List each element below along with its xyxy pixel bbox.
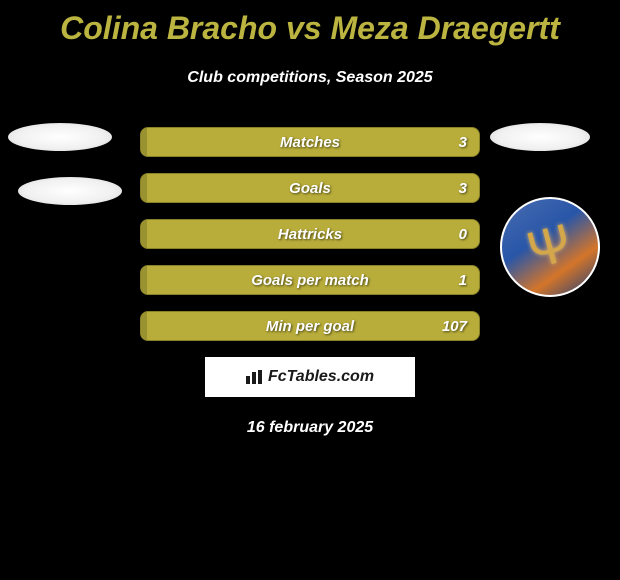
stat-value: 0 [459, 226, 467, 243]
stat-value: 107 [442, 318, 467, 335]
player1-club-placeholder [18, 177, 122, 205]
stat-label: Matches [280, 134, 340, 151]
stat-left-segment [141, 128, 147, 156]
stat-value: 3 [459, 134, 467, 151]
subtitle: Club competitions, Season 2025 [0, 69, 620, 87]
player1-avatar-placeholder [8, 123, 112, 151]
player2-avatar-placeholder [490, 123, 590, 151]
stat-label: Hattricks [278, 226, 342, 243]
stat-left-segment [141, 174, 147, 202]
stat-bar-goals: Goals 3 [140, 173, 480, 203]
stat-bar-matches: Matches 3 [140, 127, 480, 157]
content-area: Ψ Matches 3 Goals 3 Hattricks 0 Goals pe… [0, 127, 620, 437]
date-text: 16 february 2025 [0, 419, 620, 437]
stat-left-segment [141, 312, 147, 340]
stats-container: Matches 3 Goals 3 Hattricks 0 Goals per … [140, 127, 480, 341]
stat-value: 3 [459, 180, 467, 197]
player2-club-badge: Ψ [500, 197, 600, 297]
bar-chart-icon [246, 370, 264, 384]
trident-icon: Ψ [521, 212, 579, 281]
fctables-logo: FcTables.com [205, 357, 415, 397]
stat-bar-goals-per-match: Goals per match 1 [140, 265, 480, 295]
stat-label: Min per goal [266, 318, 354, 335]
page-title: Colina Bracho vs Meza Draegertt [0, 0, 620, 47]
stat-left-segment [141, 266, 147, 294]
stat-bar-min-per-goal: Min per goal 107 [140, 311, 480, 341]
stat-label: Goals per match [251, 272, 369, 289]
stat-label: Goals [289, 180, 331, 197]
stat-value: 1 [459, 272, 467, 289]
stat-left-segment [141, 220, 147, 248]
logo-text: FcTables.com [268, 368, 374, 386]
stat-bar-hattricks: Hattricks 0 [140, 219, 480, 249]
